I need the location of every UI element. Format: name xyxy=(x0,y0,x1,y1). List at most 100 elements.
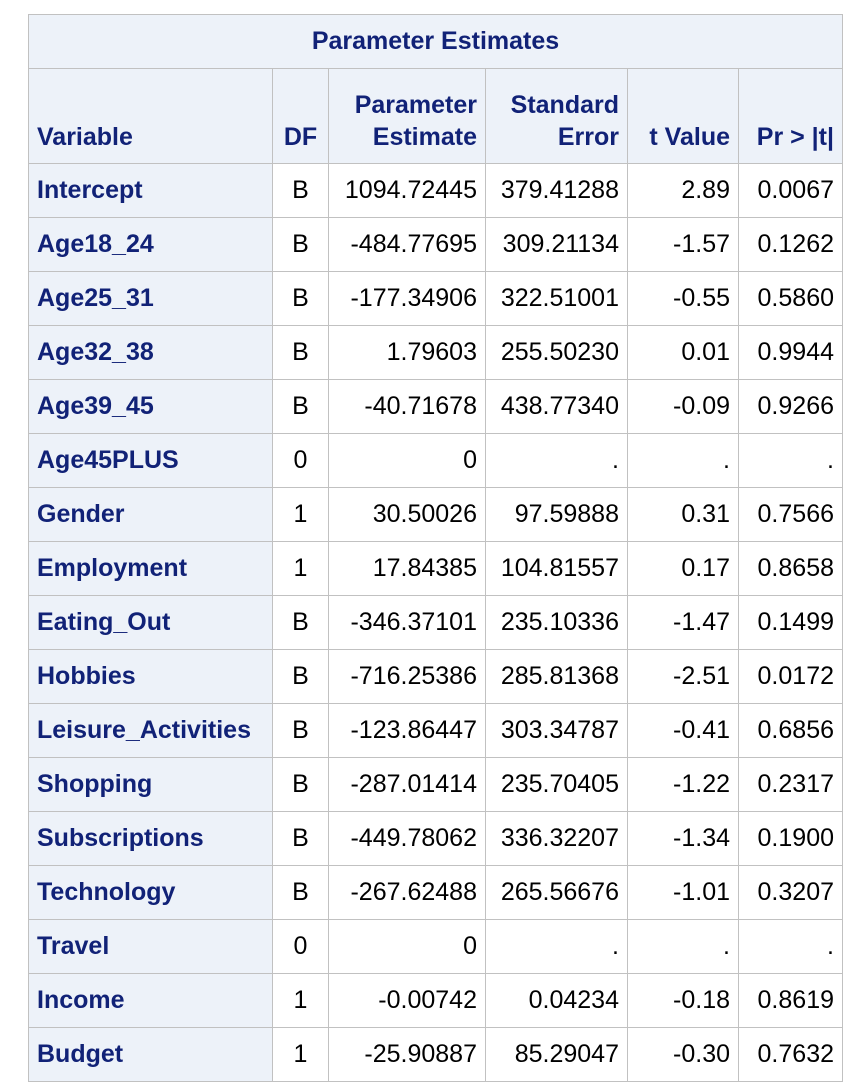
cell-pr-t: 0.9266 xyxy=(738,379,843,434)
cell-pr-t: 0.8619 xyxy=(738,973,843,1028)
cell-variable: Travel xyxy=(28,919,273,974)
cell-standard-error: 336.32207 xyxy=(485,811,628,866)
cell-standard-error: 85.29047 xyxy=(485,1027,628,1082)
table-row: Budget 1 -25.90887 85.29047 -0.30 0.7632 xyxy=(28,1027,843,1082)
cell-estimate: -267.62488 xyxy=(328,865,486,920)
cell-variable: Employment xyxy=(28,541,273,596)
table-row: Employment 1 17.84385 104.81557 0.17 0.8658 xyxy=(28,541,843,596)
cell-estimate: -484.77695 xyxy=(328,217,486,272)
cell-pr-t: 0.0067 xyxy=(738,163,843,218)
cell-variable: Age25_31 xyxy=(28,271,273,326)
table-row: Gender 1 30.50026 97.59888 0.31 0.7566 xyxy=(28,487,843,542)
cell-standard-error: 438.77340 xyxy=(485,379,628,434)
table-row: Shopping B -287.01414 235.70405 -1.22 0.2317 xyxy=(28,757,843,812)
cell-df: 0 xyxy=(272,433,329,488)
cell-t-value: -2.51 xyxy=(627,649,739,704)
cell-pr-t: 0.2317 xyxy=(738,757,843,812)
cell-t-value: . xyxy=(627,433,739,488)
cell-estimate: -0.00742 xyxy=(328,973,486,1028)
cell-standard-error: 97.59888 xyxy=(485,487,628,542)
cell-estimate: -40.71678 xyxy=(328,379,486,434)
header-stderr-line1: Standard xyxy=(510,91,619,119)
cell-df: 1 xyxy=(272,1027,329,1082)
column-header-row: Variable DF Parameter Estimate Standard Er… xyxy=(28,68,843,164)
cell-t-value: -1.57 xyxy=(627,217,739,272)
cell-df: 1 xyxy=(272,541,329,596)
header-variable: Variable xyxy=(28,68,273,164)
cell-pr-t: 0.7632 xyxy=(738,1027,843,1082)
table-row: Eating_Out B -346.37101 235.10336 -1.47 0.149… xyxy=(28,595,843,650)
header-stderr-line2: Error xyxy=(557,123,619,151)
cell-pr-t: 0.0172 xyxy=(738,649,843,704)
cell-pr-t: 0.8658 xyxy=(738,541,843,596)
table-row: Intercept B 1094.72445 379.41288 2.89 0.0067 xyxy=(28,163,843,218)
cell-pr-t: . xyxy=(738,919,843,974)
cell-standard-error: 255.50230 xyxy=(485,325,628,380)
cell-df: 1 xyxy=(272,973,329,1028)
cell-standard-error: 322.51001 xyxy=(485,271,628,326)
cell-t-value: 0.31 xyxy=(627,487,739,542)
cell-df: B xyxy=(272,649,329,704)
cell-df: B xyxy=(272,325,329,380)
header-estimate-line2: Estimate xyxy=(372,123,477,151)
cell-standard-error: 309.21134 xyxy=(485,217,628,272)
cell-variable: Technology xyxy=(28,865,273,920)
cell-standard-error: 104.81557 xyxy=(485,541,628,596)
table-title: Parameter Estimates xyxy=(28,14,843,69)
cell-pr-t: 0.9944 xyxy=(738,325,843,380)
cell-variable: Eating_Out xyxy=(28,595,273,650)
cell-standard-error: 235.10336 xyxy=(485,595,628,650)
cell-df: B xyxy=(272,163,329,218)
header-pr-t: Pr > |t| xyxy=(738,68,843,164)
cell-estimate: -287.01414 xyxy=(328,757,486,812)
cell-pr-t: 0.5860 xyxy=(738,271,843,326)
cell-t-value: . xyxy=(627,919,739,974)
cell-variable: Age32_38 xyxy=(28,325,273,380)
cell-estimate: -346.37101 xyxy=(328,595,486,650)
cell-standard-error: 235.70405 xyxy=(485,757,628,812)
cell-t-value: -0.09 xyxy=(627,379,739,434)
cell-variable: Gender xyxy=(28,487,273,542)
cell-estimate: -177.34906 xyxy=(328,271,486,326)
cell-estimate: 0 xyxy=(328,919,486,974)
cell-variable: Hobbies xyxy=(28,649,273,704)
cell-df: B xyxy=(272,379,329,434)
cell-df: 0 xyxy=(272,919,329,974)
cell-estimate: -25.90887 xyxy=(328,1027,486,1082)
cell-variable: Budget xyxy=(28,1027,273,1082)
table-row: Age39_45 B -40.71678 438.77340 -0.09 0.9266 xyxy=(28,379,843,434)
cell-t-value: -0.55 xyxy=(627,271,739,326)
table-row: Hobbies B -716.25386 285.81368 -2.51 0.0172 xyxy=(28,649,843,704)
cell-standard-error: 285.81368 xyxy=(485,649,628,704)
cell-estimate: 1094.72445 xyxy=(328,163,486,218)
header-parameter-estimate: Parameter Estimate xyxy=(328,68,486,164)
cell-standard-error: 265.56676 xyxy=(485,865,628,920)
cell-pr-t: 0.1262 xyxy=(738,217,843,272)
cell-pr-t: 0.3207 xyxy=(738,865,843,920)
cell-t-value: -0.41 xyxy=(627,703,739,758)
cell-estimate: -449.78062 xyxy=(328,811,486,866)
cell-df: B xyxy=(272,865,329,920)
cell-variable: Subscriptions xyxy=(28,811,273,866)
cell-df: B xyxy=(272,271,329,326)
cell-df: B xyxy=(272,217,329,272)
cell-estimate: 17.84385 xyxy=(328,541,486,596)
table-row: Technology B -267.62488 265.56676 -1.01 0.320… xyxy=(28,865,843,920)
cell-pr-t: 0.6856 xyxy=(738,703,843,758)
cell-t-value: -0.30 xyxy=(627,1027,739,1082)
table-body: Intercept B 1094.72445 379.41288 2.89 0.0067 A… xyxy=(28,163,843,1082)
cell-pr-t: 0.1499 xyxy=(738,595,843,650)
cell-estimate: 1.79603 xyxy=(328,325,486,380)
table-row: Income 1 -0.00742 0.04234 -0.18 0.8619 xyxy=(28,973,843,1028)
cell-variable: Age45PLUS xyxy=(28,433,273,488)
table-row: Age32_38 B 1.79603 255.50230 0.01 0.9944 xyxy=(28,325,843,380)
cell-estimate: 30.50026 xyxy=(328,487,486,542)
header-df: DF xyxy=(272,68,329,164)
cell-df: B xyxy=(272,595,329,650)
cell-variable: Intercept xyxy=(28,163,273,218)
cell-standard-error: . xyxy=(485,433,628,488)
cell-pr-t: 0.1900 xyxy=(738,811,843,866)
header-t-value: t Value xyxy=(627,68,739,164)
cell-df: 1 xyxy=(272,487,329,542)
table-row: Age45PLUS 0 0... xyxy=(28,433,843,488)
